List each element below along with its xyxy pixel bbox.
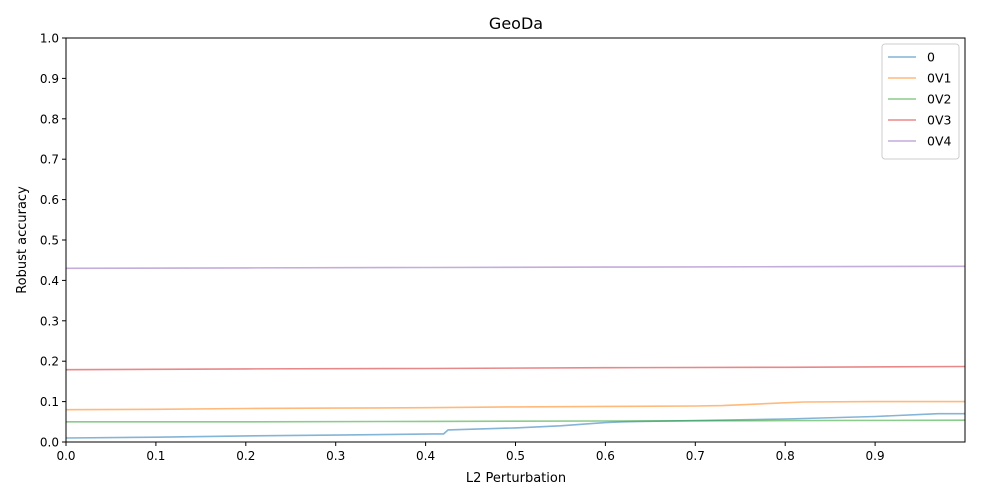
- legend: 0 0V1 0V2 0V3 0V4: [881, 43, 960, 160]
- series-line-1: [65, 400, 965, 411]
- series-line-4: [65, 265, 966, 270]
- x-tick-label: 0.8: [776, 449, 795, 463]
- x-axis-label: L2 Perturbation: [466, 471, 566, 486]
- x-axis: 0.0 0.1 0.2 0.3 0.4 0.5 0.6 0.7 0.8 0.9: [56, 442, 885, 463]
- x-tick-label: 0.9: [866, 449, 885, 463]
- series-layer: [65, 265, 966, 439]
- legend-box: [881, 43, 960, 160]
- x-tick-label: 0.6: [596, 449, 615, 463]
- y-axis: 0.0 0.1 0.2 0.3 0.4 0.5 0.6 0.7 0.8 0.9 1.0: [40, 32, 66, 450]
- legend-label-1: 0V1: [927, 71, 951, 86]
- y-tick-label: 0.4: [40, 274, 59, 288]
- x-tick-label: 0.7: [686, 449, 705, 463]
- y-tick-label: 0.9: [40, 72, 59, 86]
- y-tick-label: 0.8: [40, 112, 59, 126]
- y-tick-label: 1.0: [40, 32, 59, 46]
- legend-label-0: 0: [927, 50, 935, 65]
- x-tick-label: 0.2: [236, 449, 255, 463]
- y-tick-label: 0.3: [40, 314, 59, 328]
- x-tick-label: 0.1: [146, 449, 165, 463]
- series-line-3: [65, 365, 966, 371]
- y-axis-label: Robust accuracy: [15, 186, 30, 294]
- x-tick-label: 0.0: [56, 449, 75, 463]
- x-tick-label: 0.4: [416, 449, 435, 463]
- y-tick-label: 0.2: [40, 355, 59, 369]
- y-tick-label: 0.6: [40, 193, 59, 207]
- plot-frame: [65, 37, 966, 443]
- legend-label-4: 0V4: [927, 134, 952, 149]
- series-line-0: [65, 412, 965, 439]
- series-line-2: [66, 419, 966, 423]
- y-tick-label: 0.1: [40, 395, 59, 409]
- legend-label-2: 0V2: [927, 92, 951, 107]
- chart-title: GeoDa: [489, 14, 543, 33]
- y-tick-label: 0.0: [40, 436, 59, 450]
- x-tick-label: 0.5: [506, 449, 525, 463]
- y-tick-label: 0.7: [40, 153, 59, 167]
- x-tick-label: 0.3: [326, 449, 345, 463]
- y-tick-label: 0.5: [40, 234, 59, 248]
- legend-label-3: 0V3: [927, 113, 951, 128]
